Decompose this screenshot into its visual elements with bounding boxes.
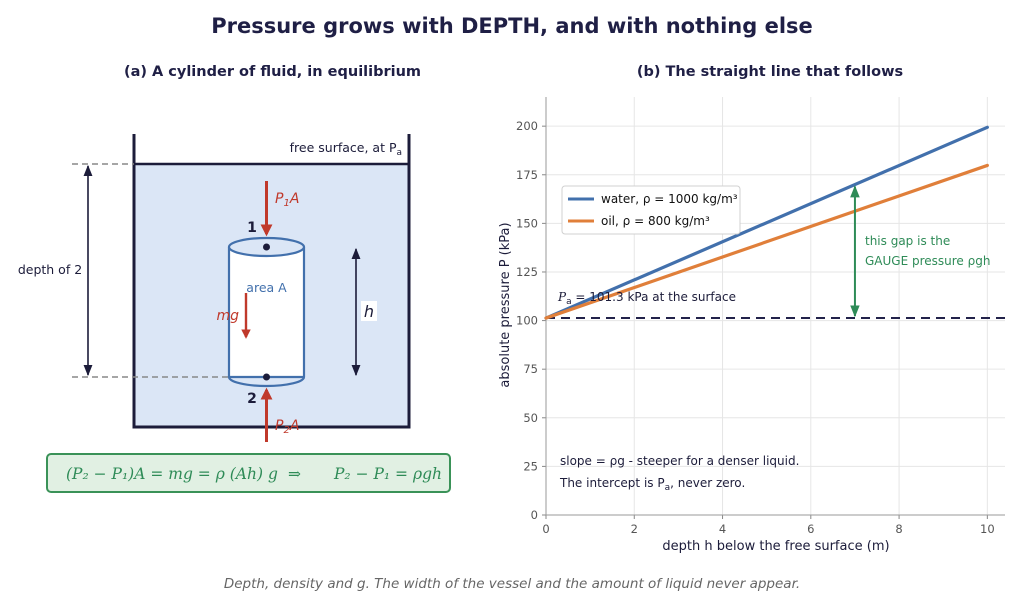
point-2-label: 2	[247, 391, 257, 407]
height-label-bg	[361, 301, 377, 321]
height-label: h	[364, 302, 374, 321]
equation-right: P₂ − P₁ = ρgh	[334, 465, 442, 483]
weight-label: mg	[216, 308, 239, 324]
equilibrium-equation-box: (P₂ − P₁)A = mg = ρ (Ah) g ⇒ P₂ − P₁ = ρ…	[46, 453, 451, 493]
point-1-label: 1	[247, 220, 257, 236]
point-2-dot	[263, 373, 270, 381]
x-axis-label: depth h below the free surface (m)	[662, 539, 889, 554]
y-tick-label: 200	[516, 119, 538, 133]
cylinder-bottom-rim	[227, 376, 306, 388]
x-tick-label: 0	[542, 522, 549, 536]
y-axis-label: absolute pressure P (kPa)	[498, 222, 513, 387]
point-1-dot	[263, 243, 270, 251]
x-tick-label: 8	[895, 522, 902, 536]
cylinder-diagram: free surface, at Pa depth of 2 1 2 area …	[18, 134, 411, 442]
legend-oil-label: oil, ρ = 800 kg/m³	[601, 214, 710, 228]
force-bottom-label: P2A	[275, 418, 299, 436]
equation-arrow: ⇒	[288, 465, 301, 483]
equation-left: (P₂ − P₁)A = mg = ρ (Ah) g	[66, 465, 278, 483]
y-tick-label: 125	[516, 265, 538, 279]
gap-note-line-1: this gap is the	[865, 234, 950, 248]
panel-b-title: (b) The straight line that follows	[636, 64, 904, 80]
slope-note-line-2: The intercept is Pa, never zero.	[559, 476, 745, 493]
area-label: area A	[246, 280, 287, 295]
water-series-line	[544, 125, 989, 320]
y-tick-label: 75	[523, 362, 538, 376]
figure-caption: Depth, density and g. The width of the v…	[223, 576, 801, 592]
legend: water, ρ = 1000 kg/m³ oil, ρ = 800 kg/m³	[561, 185, 741, 235]
y-tick-label: 175	[516, 168, 538, 182]
y-tick-label: 0	[531, 508, 538, 522]
free-surface-label: free surface, at Pa	[290, 140, 402, 158]
y-tick-label: 100	[516, 314, 538, 328]
y-tick-label: 150	[516, 216, 538, 230]
x-tick-label: 2	[631, 522, 638, 536]
x-tick-label: 6	[807, 522, 814, 536]
slope-note-line-1: slope = ρg - steeper for a denser liquid…	[560, 454, 799, 468]
legend-water-label: water, ρ = 1000 kg/m³	[601, 192, 738, 206]
oil-series-line	[544, 163, 989, 320]
gap-note-line-2: GAUGE pressure ρgh	[865, 254, 990, 268]
y-tick-label: 50	[523, 411, 538, 425]
x-tick-label: 4	[719, 522, 726, 536]
cylinder-body	[229, 247, 304, 377]
y-tick-label: 25	[523, 459, 538, 473]
force-top-label: P1A	[275, 191, 299, 209]
depth-label: depth of 2	[18, 262, 82, 277]
main-title: Pressure grows with DEPTH, and with noth…	[211, 14, 813, 38]
panel-a-title: (a) A cylinder of fluid, in equilibrium	[123, 64, 422, 80]
vessel-walls	[132, 134, 411, 429]
x-tick-label: 10	[980, 522, 995, 536]
surface-pressure-note: Pa = 101.3 kPa at the surface	[557, 290, 736, 307]
